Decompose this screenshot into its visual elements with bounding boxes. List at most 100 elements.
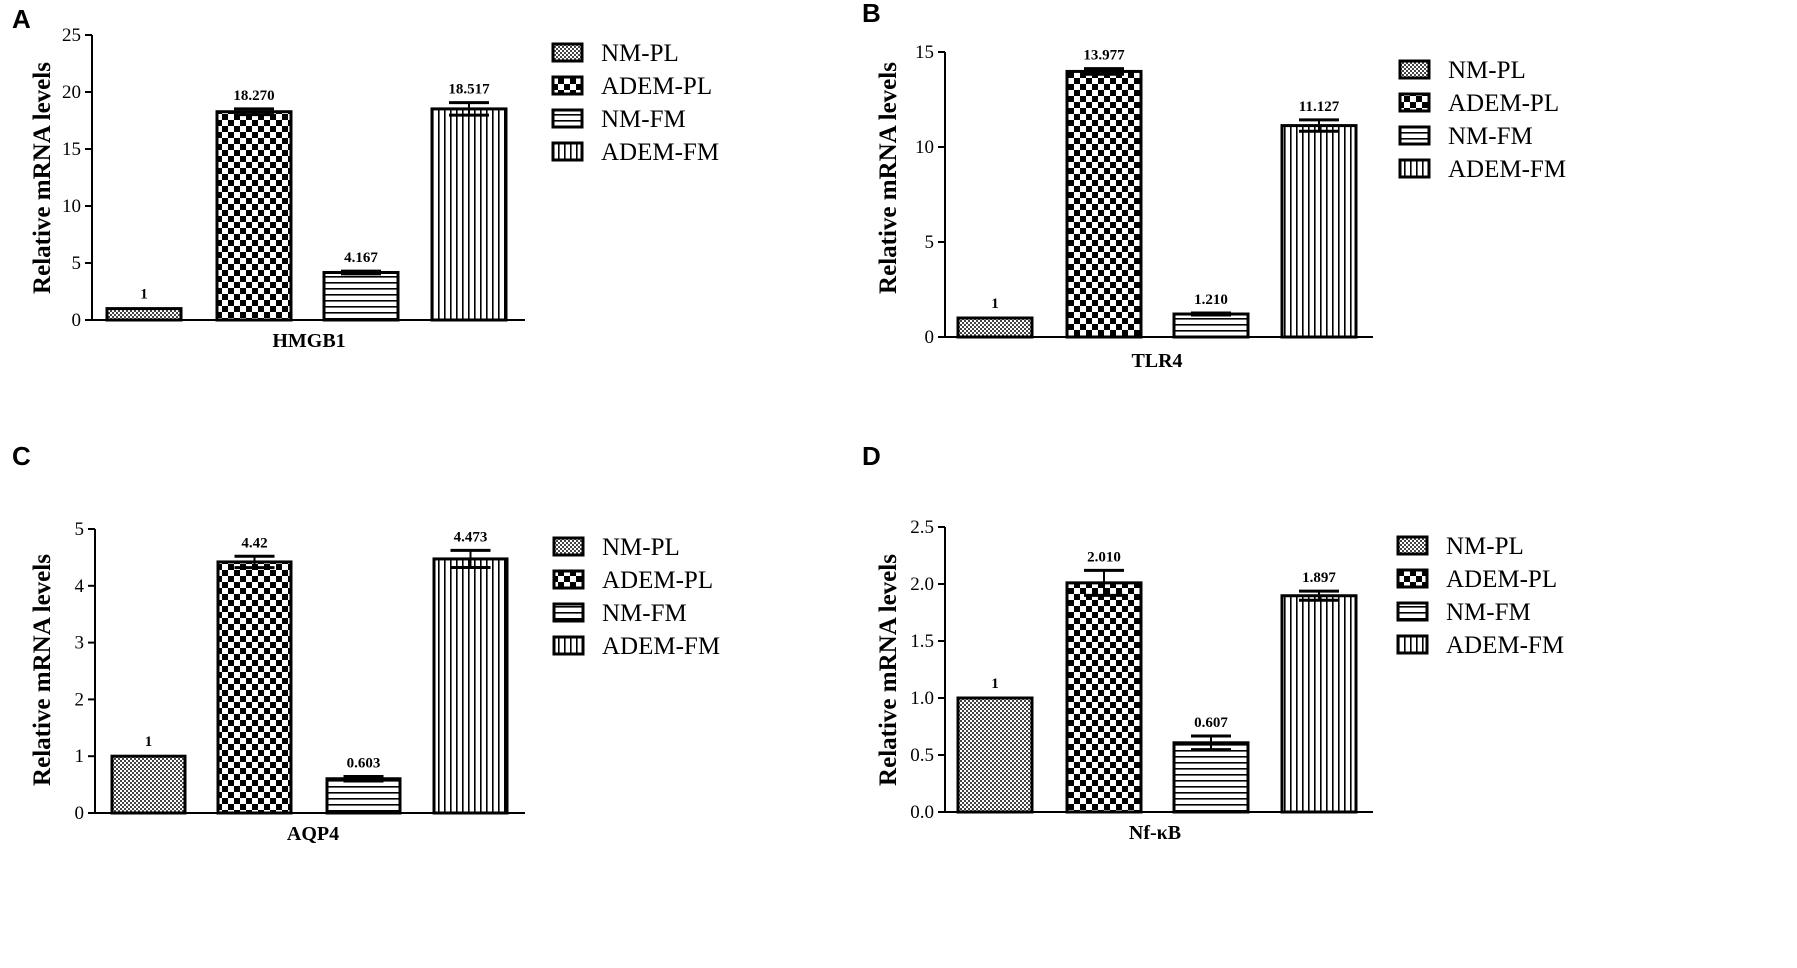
legend-swatch: [552, 635, 585, 656]
y-axis-label: Relative mRNA levels: [29, 62, 56, 294]
legend-label: NM-PL: [602, 534, 680, 561]
bar-adem-pl: [215, 110, 293, 322]
data-label: 0.607: [1194, 715, 1228, 731]
y-tick-label: 15: [915, 42, 934, 63]
legend-swatch: [1398, 125, 1431, 146]
y-tick-label: 1: [75, 746, 85, 767]
data-label: 1: [140, 287, 148, 303]
bar-adem-pl: [216, 560, 293, 815]
bar-nm-fm: [1172, 312, 1250, 339]
y-axis-label: Relative mRNA levels: [875, 62, 902, 294]
chart-panel-b: B Relative mRNA levels 0 5 10 15 1 13.977 1.210 1…: [862, 0, 1566, 372]
legend-swatch: [552, 569, 585, 590]
y-tick-label: 1.0: [910, 688, 934, 709]
panel-letter: D: [862, 441, 881, 471]
bar-nm-fm: [322, 270, 400, 322]
x-axis-label: TLR4: [1131, 350, 1182, 372]
legend-swatch: [1396, 634, 1429, 655]
y-tick-label: 10: [62, 196, 81, 217]
bar-nm-pl: [105, 307, 183, 322]
data-label: 1: [145, 734, 153, 750]
legend-label: ADEM-FM: [1446, 632, 1564, 659]
legend: NM-PL ADEM-PL NM-FM ADEM-FM: [1396, 533, 1564, 659]
y-tick-label: 1.5: [910, 631, 934, 652]
y-tick-label: 2.0: [910, 574, 934, 595]
legend-label: ADEM-FM: [1448, 156, 1566, 183]
bar-nm-pl: [956, 696, 1034, 814]
legend: NM-PL ADEM-PL NM-FM ADEM-FM: [552, 534, 720, 660]
legend-label: ADEM-FM: [601, 139, 719, 166]
y-tick-label: 0: [75, 803, 85, 824]
legend-swatch: [1396, 601, 1429, 622]
data-label: 1.897: [1302, 570, 1336, 586]
data-label: 0.603: [347, 755, 381, 771]
bar-adem-pl: [1065, 581, 1143, 814]
legend-label: NM-FM: [1448, 123, 1533, 150]
legend-label: ADEM-FM: [602, 633, 720, 660]
y-tick-label: 2.5: [910, 517, 934, 538]
legend-swatch: [551, 42, 584, 63]
x-axis-label: Nf-κB: [1129, 822, 1181, 844]
y-tick-label: 5: [75, 519, 85, 540]
y-tick-label: 5: [72, 253, 82, 274]
chart-panel-a: A Relative mRNA levels 0 5 10 15 20 25 1 18.270 4.…: [12, 4, 719, 352]
data-label: 1: [991, 676, 999, 692]
data-label: 2.010: [1087, 549, 1121, 565]
bar-nm-pl: [110, 754, 187, 815]
data-label: 4.473: [454, 529, 488, 545]
data-label: 11.127: [1299, 99, 1340, 115]
bar-nm-pl: [956, 316, 1034, 339]
legend-swatch: [1396, 535, 1429, 556]
bar-adem-pl: [1065, 69, 1143, 339]
legend-swatch: [551, 108, 584, 129]
chart-panel-c: C Relative mRNA levels 0 1 2 3 4 5 1 4.42 0.603 4.4…: [12, 441, 720, 845]
legend-label: NM-PL: [1448, 57, 1526, 84]
y-axis-label: Relative mRNA levels: [29, 554, 56, 786]
legend-swatch: [551, 141, 584, 162]
y-tick-label: 0: [925, 327, 935, 348]
legend-label: NM-FM: [602, 600, 687, 627]
y-tick-label: 10: [915, 137, 934, 158]
y-tick-label: 5: [925, 232, 935, 253]
y-tick-label: 2: [75, 689, 85, 710]
legend-swatch: [1398, 158, 1431, 179]
data-label: 18.270: [233, 88, 274, 104]
legend-swatch: [1398, 92, 1431, 113]
legend-label: NM-PL: [601, 40, 679, 67]
y-tick-label: 0.5: [910, 745, 934, 766]
chart-panel-d: D Relative mRNA levels 0.0 0.5 1.0 1.5 2.0 2.5 1…: [862, 441, 1564, 844]
y-tick-label: 0: [72, 310, 82, 331]
legend: NM-PL ADEM-PL NM-FM ADEM-FM: [551, 40, 719, 166]
legend-swatch: [1396, 568, 1429, 589]
bar-adem-fm: [1280, 594, 1358, 814]
legend-label: NM-FM: [601, 106, 686, 133]
bar-adem-fm: [432, 557, 509, 815]
bar-nm-fm: [325, 777, 402, 815]
bar-adem-fm: [430, 107, 508, 322]
bar-nm-fm: [1172, 741, 1250, 814]
y-tick-label: 20: [62, 82, 81, 103]
legend-label: NM-PL: [1446, 533, 1524, 560]
legend-label: ADEM-PL: [1448, 90, 1559, 117]
bar-adem-fm: [1280, 124, 1358, 339]
legend-label: ADEM-PL: [602, 567, 713, 594]
y-axis-label: Relative mRNA levels: [875, 554, 902, 786]
data-label: 18.517: [448, 82, 490, 98]
data-label: 4.167: [344, 250, 378, 266]
data-label: 1.210: [1194, 292, 1228, 308]
y-tick-label: 3: [75, 633, 85, 654]
y-tick-label: 0.0: [910, 802, 934, 823]
legend-label: NM-FM: [1446, 599, 1531, 626]
y-tick-label: 4: [75, 576, 85, 597]
x-axis-label: AQP4: [287, 823, 339, 845]
legend-swatch: [1398, 59, 1431, 80]
data-label: 4.42: [241, 535, 267, 551]
data-label: 1: [991, 296, 999, 312]
y-tick-label: 25: [62, 25, 81, 46]
legend-swatch: [551, 75, 584, 96]
legend-swatch: [552, 602, 585, 623]
x-axis-label: HMGB1: [272, 330, 345, 352]
legend: NM-PL ADEM-PL NM-FM ADEM-FM: [1398, 57, 1566, 183]
